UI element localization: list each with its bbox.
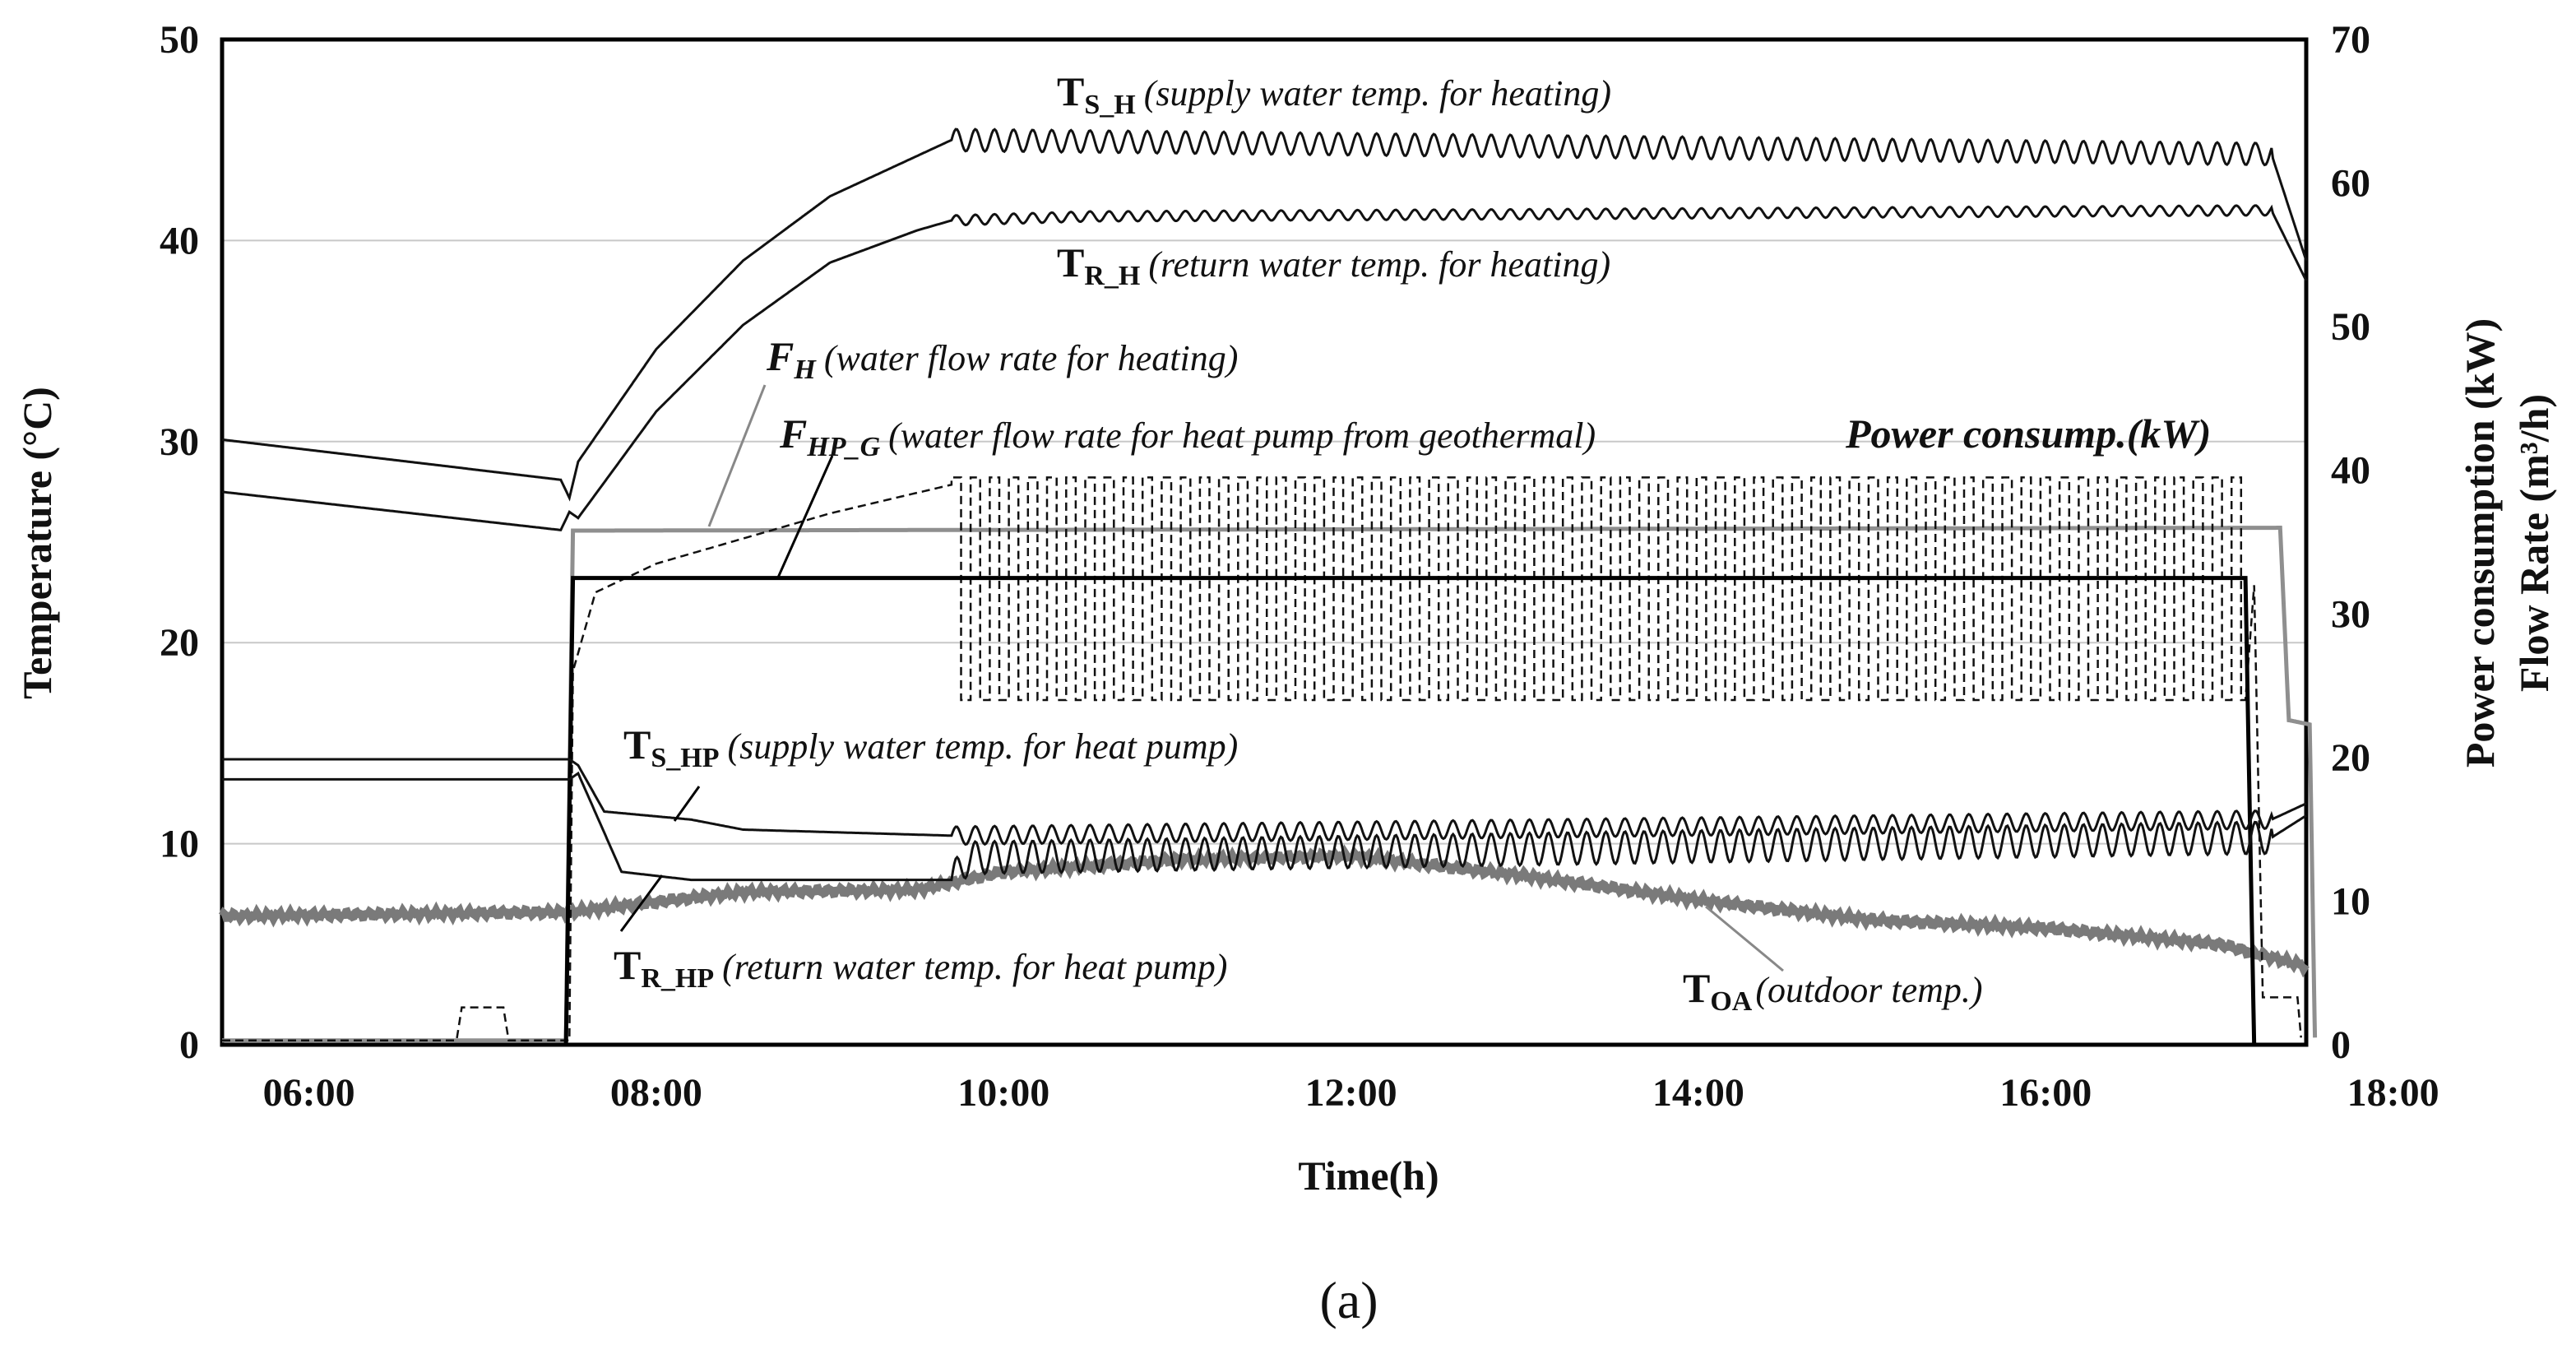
y-axis-title-right-flow: Flow Rate (m³/h) (2511, 394, 2557, 692)
y-ticks-left: 0 10 20 30 40 50 (160, 18, 199, 1067)
x-tick-label: 14:00 (1652, 1071, 1744, 1115)
annotation-tr-h: TR_H (return water temp. for heating) (1057, 239, 1610, 291)
x-tick-label: 18:00 (2347, 1071, 2439, 1115)
series-t-s-h (221, 128, 2308, 502)
x-axis-title: Time(h) (1298, 1153, 1439, 1199)
y-tick-label-right: 60 (2331, 162, 2370, 206)
series-t-r-h (221, 204, 2308, 531)
x-tick-label: 12:00 (1305, 1071, 1397, 1115)
y-tick-label-right: 20 (2331, 736, 2370, 780)
series-f-h (222, 526, 2318, 1043)
x-tick-label: 06:00 (263, 1071, 355, 1115)
x-tick-label: 16:00 (1999, 1071, 2092, 1115)
annotation-ts-h: TS_H (supply water temp. for heating) (1057, 68, 1611, 120)
leader-ts-hp (673, 786, 701, 822)
x-ticks: 06:00 08:00 10:00 12:00 14:00 16:00 18:00 (263, 1071, 2439, 1115)
series-t-r-hp (222, 771, 2307, 882)
y-tick-label-left: 50 (160, 18, 199, 62)
annotation-f-hp-g: FHP_G (water flow rate for heat pump from… (779, 410, 1596, 462)
series-layer (218, 128, 2318, 1047)
series-power-consump-kw (222, 576, 2257, 1047)
annotation-f-h: FH (water flow rate for heating) (766, 333, 1238, 385)
series-f-hp-g (222, 476, 2302, 1042)
y-tick-label-right: 70 (2331, 18, 2370, 62)
y-tick-label-left: 40 (160, 219, 199, 262)
leader-toa (1705, 905, 1784, 972)
y-tick-label-right: 0 (2331, 1023, 2351, 1067)
annotation-toa: TOA(outdoor temp.) (1683, 965, 1983, 1017)
y-tick-label-left: 10 (160, 823, 199, 866)
y-tick-label-right: 40 (2331, 449, 2370, 493)
y-tick-label-left: 20 (160, 621, 199, 665)
plot-frame (220, 37, 2309, 1047)
leader-f-h (707, 384, 767, 527)
annotation-leaders (619, 384, 1784, 972)
y-ticks-right: 0 10 20 30 40 50 60 70 (2331, 18, 2370, 1067)
y-tick-label-left: 0 (179, 1023, 199, 1067)
y-tick-label-right: 10 (2331, 879, 2370, 923)
leader-f-hp-g (776, 455, 834, 578)
y-tick-label-right: 50 (2331, 305, 2370, 349)
y-tick-label-right: 30 (2331, 592, 2370, 636)
series-t-oa (218, 844, 2310, 978)
x-tick-label: 10:00 (957, 1071, 1049, 1115)
x-tick-label: 08:00 (610, 1071, 702, 1115)
figure-caption: (a) (1319, 1271, 1378, 1329)
y-axis-title-right-power: Power consumption (kW) (2457, 318, 2503, 768)
leader-tr-hp (619, 874, 664, 932)
y-axis-title-left: Temperature (°C) (14, 387, 60, 699)
annotation-power: Power consump.(kW) (1845, 410, 2211, 457)
annotation-tr-hp: TR_HP (return water temp. for heat pump) (614, 942, 1227, 994)
annotation-ts-hp: TS_HP (supply water temp. for heat pump) (623, 721, 1238, 773)
y-tick-label-left: 30 (160, 420, 199, 464)
series-t-s-hp (222, 758, 2307, 846)
